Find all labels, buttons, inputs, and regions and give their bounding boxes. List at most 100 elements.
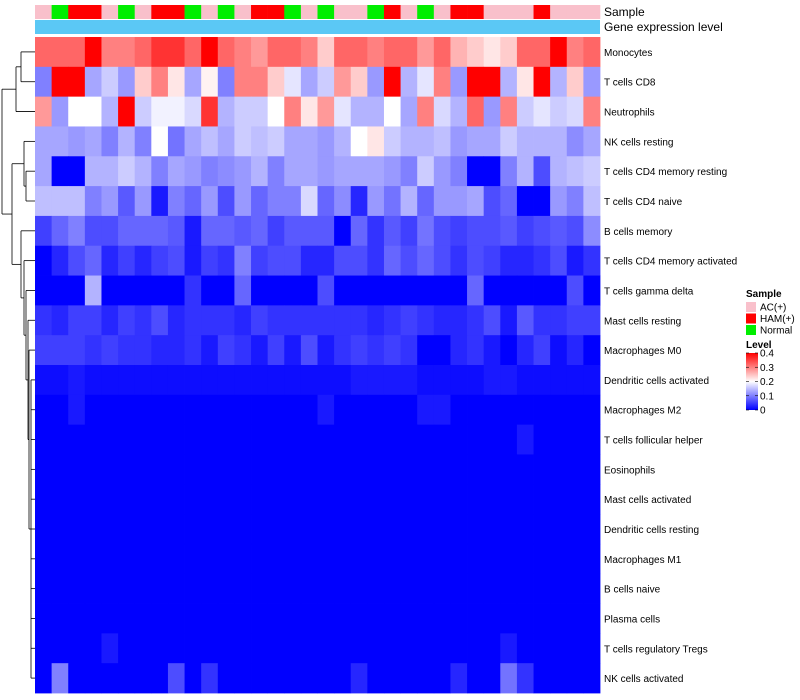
heatmap-cell (35, 484, 53, 515)
heatmap-cell (84, 424, 102, 455)
heatmap-cell (367, 543, 385, 575)
sample-annotation-cell (450, 5, 468, 19)
heatmap-cell (566, 156, 584, 187)
heatmap-cell (467, 275, 485, 306)
heatmap-cell (367, 394, 385, 426)
heatmap-cell (284, 365, 302, 396)
heatmap-cell (217, 514, 235, 545)
heatmap-cell (334, 514, 352, 545)
heatmap-cell (467, 663, 485, 694)
heatmap-cell (201, 215, 219, 247)
legend-label: HAM(+) (760, 314, 795, 325)
heatmap-cell (533, 394, 551, 426)
heatmap-cell (167, 126, 185, 157)
heatmap-cell (184, 305, 202, 336)
heatmap-cell (334, 454, 352, 485)
heatmap-cell (533, 335, 551, 366)
heatmap-cell (433, 424, 451, 455)
heatmap-cell (350, 305, 368, 336)
heatmap-cell (433, 156, 451, 187)
heatmap-cell (84, 663, 102, 694)
heatmap-cell (167, 335, 185, 366)
sample-annotation-cell (84, 5, 102, 19)
row-label: T cells CD4 naive (604, 197, 683, 208)
heatmap-cell (201, 126, 219, 157)
heatmap-cell (118, 394, 136, 426)
heatmap-cell (433, 573, 451, 604)
heatmap-cell (550, 454, 568, 485)
heatmap-cell (201, 424, 219, 455)
heatmap-cell (251, 633, 269, 664)
heatmap-cell (51, 514, 69, 545)
heatmap-cell (533, 37, 551, 68)
heatmap-cell (566, 215, 584, 247)
heatmap-cell (317, 335, 335, 366)
heatmap-cell (217, 603, 235, 634)
heatmap-cell (450, 543, 468, 575)
heatmap-cell (217, 484, 235, 515)
heatmap-cell (51, 394, 69, 426)
heatmap-cell (68, 245, 86, 276)
heatmap-cell (400, 156, 418, 187)
heatmap-cell (550, 394, 568, 426)
heatmap-cell (184, 573, 202, 604)
heatmap-cell (334, 156, 352, 187)
heatmap-cell (251, 365, 269, 396)
heatmap-cell (583, 424, 601, 455)
heatmap-cell (167, 186, 185, 217)
sample-annotation-cell (566, 5, 584, 19)
heatmap-cell (400, 66, 418, 98)
heatmap-cell (550, 514, 568, 545)
heatmap-cell (284, 305, 302, 336)
heatmap-cell (334, 663, 352, 694)
legend-tick-label: 0.3 (760, 363, 774, 374)
heatmap-cell (217, 245, 235, 276)
legend-swatch (746, 313, 756, 324)
heatmap-cell (516, 275, 534, 306)
heatmap-cell (383, 573, 401, 604)
heatmap-cell (583, 603, 601, 634)
heatmap-cell (450, 424, 468, 455)
heatmap-cell (284, 394, 302, 426)
heatmap-cell (134, 335, 152, 366)
heatmap-cell (151, 424, 169, 455)
heatmap-cell (367, 335, 385, 366)
heatmap-cell (167, 305, 185, 336)
heatmap-cell (467, 365, 485, 396)
heatmap-cell (400, 335, 418, 366)
heatmap-cell (201, 96, 219, 127)
heatmap-cell (101, 245, 119, 276)
heatmap-cell (51, 305, 69, 336)
heatmap-cell (84, 126, 102, 157)
heatmap-cell (251, 126, 269, 157)
heatmap-cell (516, 245, 534, 276)
heatmap-cell (84, 245, 102, 276)
heatmap-cell (84, 305, 102, 336)
heatmap-cell (350, 245, 368, 276)
heatmap-cell (367, 365, 385, 396)
heatmap-cell (134, 514, 152, 545)
legend-level-title: Level (746, 340, 772, 351)
heatmap-cell (383, 156, 401, 187)
heatmap-cell (84, 543, 102, 575)
heatmap-cell (317, 454, 335, 485)
heatmap-cell (500, 603, 518, 634)
heatmap-cell (35, 156, 53, 187)
heatmap-cell (516, 454, 534, 485)
heatmap-cell (483, 543, 501, 575)
heatmap-cell (334, 305, 352, 336)
heatmap-cell (516, 186, 534, 217)
heatmap-cell (284, 126, 302, 157)
heatmap-cell (267, 245, 285, 276)
heatmap-cell (433, 365, 451, 396)
heatmap-cell (151, 543, 169, 575)
heatmap-cell (400, 215, 418, 247)
heatmap-cell (35, 573, 53, 604)
heatmap-cell (516, 394, 534, 426)
heatmap-cell (300, 484, 318, 515)
heatmap-cell (84, 365, 102, 396)
heatmap-cell (500, 633, 518, 664)
heatmap-cell (500, 573, 518, 604)
heatmap-cell (334, 335, 352, 366)
heatmap-cell (300, 305, 318, 336)
